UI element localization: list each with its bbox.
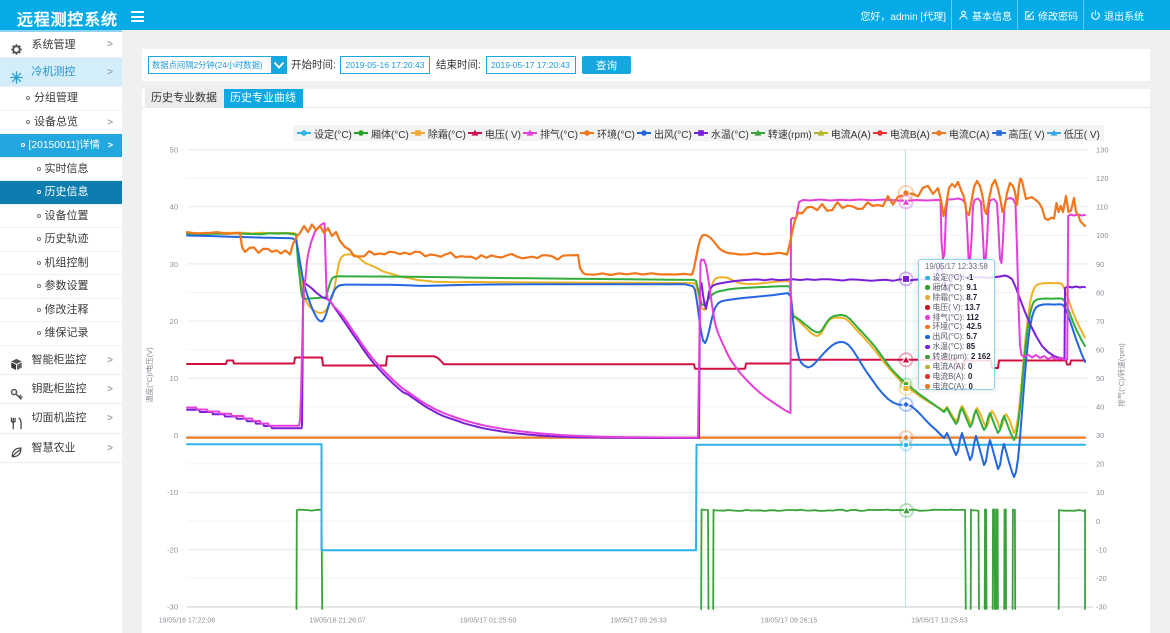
svg-text:-10: -10 [167,488,178,497]
svg-text:0: 0 [1096,517,1100,526]
svg-text:-20: -20 [167,545,178,554]
svg-text:10: 10 [170,374,178,383]
svg-text:100: 100 [1096,231,1109,240]
svg-text:130: 130 [1096,146,1109,155]
svg-text:50: 50 [1096,374,1104,383]
svg-text:70: 70 [1096,317,1104,326]
svg-text:30: 30 [1096,431,1104,440]
svg-text:60: 60 [1096,345,1104,354]
svg-text:20: 20 [1096,460,1104,469]
svg-text:-10: -10 [1096,545,1107,554]
svg-text:10: 10 [1096,488,1104,497]
svg-text:120: 120 [1096,174,1109,183]
svg-text:40: 40 [1096,403,1104,412]
svg-text:30: 30 [170,260,178,269]
svg-text:19/05/16 21:26:07: 19/05/16 21:26:07 [309,618,366,625]
svg-text:19/05/17 01:25:50: 19/05/17 01:25:50 [460,618,517,625]
svg-text:排气(°C)/转速(rpm): 排气(°C)/转速(rpm) [1116,343,1126,407]
svg-text:110: 110 [1096,203,1108,212]
svg-text:19/05/17 09:26:15: 19/05/17 09:26:15 [761,618,818,625]
svg-text:80: 80 [1096,288,1104,297]
svg-text:-30: -30 [1096,603,1107,612]
svg-text:-20: -20 [1096,574,1107,583]
svg-text:19/05/17 05:26:33: 19/05/17 05:26:33 [610,618,667,625]
svg-text:90: 90 [1096,260,1104,269]
svg-text:20: 20 [170,317,178,326]
svg-text:40: 40 [170,203,178,212]
svg-text:19/05/16 17:22:06: 19/05/16 17:22:06 [159,618,216,625]
svg-text:50: 50 [170,146,178,155]
svg-text:温度(°C)/电压(V): 温度(°C)/电压(V) [144,347,154,403]
svg-text:-30: -30 [167,603,178,612]
svg-text:19/05/17 13:25:53: 19/05/17 13:25:53 [911,618,968,625]
svg-text:0: 0 [174,431,178,440]
